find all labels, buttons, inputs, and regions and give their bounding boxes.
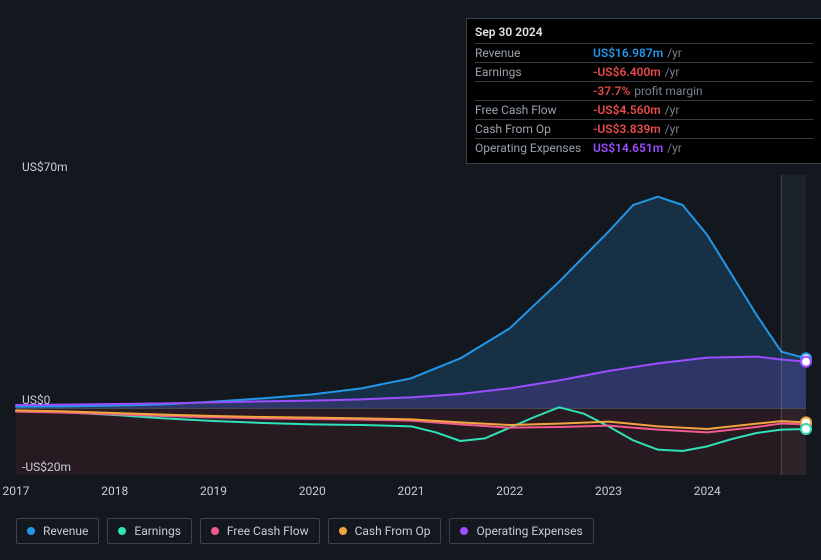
- legend-item-revenue[interactable]: Revenue: [16, 518, 99, 544]
- legend-item-label: Revenue: [43, 524, 88, 538]
- tooltip-row-unit: /yr: [667, 141, 682, 155]
- tooltip-row-value: US$16.987m: [593, 46, 663, 60]
- tooltip-date: Sep 30 2024: [475, 25, 813, 43]
- legend-dot-icon: [211, 527, 219, 535]
- legend-item-opex[interactable]: Operating Expenses: [449, 518, 593, 544]
- tooltip-row-value: -US$6.400m: [593, 65, 661, 79]
- tooltip-row: RevenueUS$16.987m/yr: [475, 43, 813, 62]
- chart-legend: Revenue Earnings Free Cash Flow Cash From O…: [16, 518, 594, 544]
- x-tick-label: 2022: [490, 484, 530, 498]
- legend-item-cfo[interactable]: Cash From Op: [328, 518, 442, 544]
- legend-item-label: Cash From Op: [355, 524, 431, 538]
- tooltip-row-unit: /yr: [665, 65, 680, 79]
- tooltip-row: Operating ExpensesUS$14.651m/yr: [475, 138, 813, 157]
- tooltip-row-unit: /yr: [667, 46, 682, 60]
- x-tick-label: 2017: [0, 484, 36, 498]
- tooltip-row-value: -37.7%: [593, 84, 630, 98]
- tooltip-row-unit: /yr: [665, 122, 680, 136]
- x-tick-label: 2020: [292, 484, 332, 498]
- tooltip-row: Earnings-US$6.400m/yr: [475, 62, 813, 81]
- tooltip-row-value: -US$3.839m: [593, 122, 661, 136]
- x-tick-label: 2019: [194, 484, 234, 498]
- tooltip-row: Cash From Op-US$3.839m/yr: [475, 119, 813, 138]
- tooltip-row-label: Free Cash Flow: [475, 103, 593, 117]
- legend-dot-icon: [118, 527, 126, 535]
- tooltip-row-label: Revenue: [475, 46, 593, 60]
- x-tick-label: 2018: [95, 484, 135, 498]
- y-tick-label: US$70m: [22, 160, 68, 174]
- x-tick-label: 2024: [687, 484, 727, 498]
- tooltip-row-label: Cash From Op: [475, 122, 593, 136]
- tooltip-row-unit: profit margin: [634, 84, 702, 98]
- legend-item-label: Earnings: [134, 524, 181, 538]
- legend-item-earnings[interactable]: Earnings: [107, 518, 192, 544]
- tooltip-row: Free Cash Flow-US$4.560m/yr: [475, 100, 813, 119]
- tooltip-row: -37.7% profit margin: [475, 81, 813, 100]
- tooltip-row-label: Earnings: [475, 65, 593, 79]
- legend-item-label: Free Cash Flow: [227, 524, 309, 538]
- y-tick-label: -US$20m: [22, 460, 71, 474]
- legend-dot-icon: [339, 527, 347, 535]
- chart-tooltip: Sep 30 2024 RevenueUS$16.987m/yrEarnings…: [466, 18, 821, 164]
- tooltip-row-label: Operating Expenses: [475, 141, 593, 155]
- legend-dot-icon: [460, 527, 468, 535]
- tooltip-row-value: -US$4.560m: [593, 103, 661, 117]
- x-tick-label: 2023: [589, 484, 629, 498]
- legend-item-label: Operating Expenses: [476, 524, 582, 538]
- x-tick-label: 2021: [391, 484, 431, 498]
- tooltip-row-unit: /yr: [665, 103, 680, 117]
- legend-dot-icon: [27, 527, 35, 535]
- tooltip-row-value: US$14.651m: [593, 141, 663, 155]
- legend-item-fcf[interactable]: Free Cash Flow: [200, 518, 320, 544]
- y-tick-label: US$0: [22, 393, 50, 407]
